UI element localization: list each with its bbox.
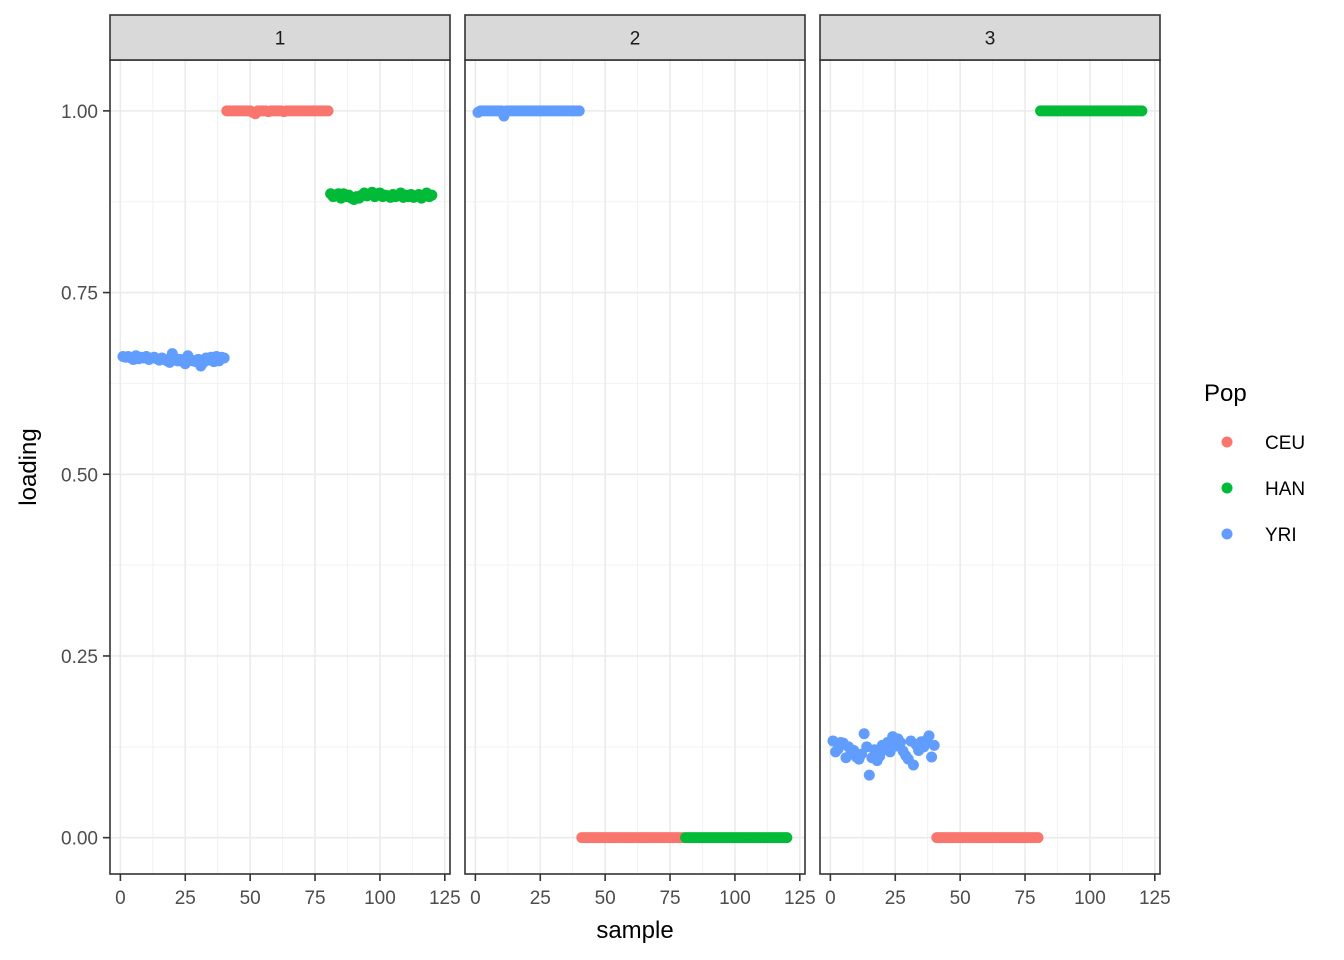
series-ceu: [576, 832, 689, 844]
x-tick-label: 100: [719, 888, 751, 909]
x-tick-label: 75: [1014, 888, 1035, 909]
legend: Pop CEU HAN YRI: [1204, 380, 1305, 546]
facet-strip-label: 2: [630, 29, 641, 50]
series-han: [1035, 105, 1148, 117]
y-axis: 0.00 0.25 0.50 0.75 1.00: [61, 102, 110, 850]
facet-panel-3: 3 0 25 50 75 100 125: [819, 14, 1171, 909]
y-axis-title: loading: [15, 428, 42, 505]
x-tick-label: 25: [885, 888, 906, 909]
y-tick-label: 1.00: [61, 102, 98, 123]
data-point: [1032, 832, 1044, 844]
legend-entry-ceu: CEU: [1221, 433, 1305, 454]
x-tick-label: 125: [429, 888, 461, 909]
x-tick-label: 0: [470, 888, 481, 909]
x-tick-label: 0: [825, 888, 836, 909]
facet-panel-1: 1 0 25 50 75 100 125: [109, 14, 461, 909]
legend-key: [1221, 528, 1233, 540]
x-tick-label: 100: [1074, 888, 1106, 909]
data-point: [926, 751, 938, 763]
facet-strip: [109, 14, 451, 61]
data-point: [1136, 105, 1148, 117]
facet-strip-label: 3: [985, 29, 996, 50]
y-tick-label: 0.50: [61, 465, 98, 486]
legend-label: HAN: [1265, 479, 1305, 500]
x-tick-label: 50: [240, 888, 261, 909]
x-tick-label: 50: [950, 888, 971, 909]
legend-label: CEU: [1265, 433, 1305, 454]
series-yri: [117, 348, 230, 372]
series-yri: [472, 105, 585, 122]
x-tick-label: 25: [530, 888, 551, 909]
legend-entry-han: HAN: [1221, 479, 1305, 500]
facet-strip: [819, 14, 1161, 61]
x-tick-label: 100: [364, 888, 396, 909]
panel-background: [110, 60, 450, 874]
x-tick-label: 125: [1139, 888, 1171, 909]
data-point: [573, 105, 585, 117]
x-tick-label: 125: [784, 888, 816, 909]
series-ceu: [931, 832, 1044, 844]
x-tick-label: 50: [595, 888, 616, 909]
x-tick-label: 25: [175, 888, 196, 909]
data-point: [426, 189, 438, 201]
legend-entry-yri: YRI: [1221, 525, 1297, 546]
data-point: [322, 105, 334, 117]
series-han: [680, 832, 793, 844]
data-point: [923, 730, 935, 742]
data-point: [894, 736, 906, 748]
data-point: [907, 759, 919, 771]
series-han: [325, 186, 438, 206]
x-tick-label: 75: [659, 888, 680, 909]
data-point: [863, 769, 875, 781]
facet-panel-2: 2 0 25 50 75 100 125: [464, 14, 816, 909]
x-tick-label: 75: [304, 888, 325, 909]
x-axis-title: sample: [596, 917, 673, 944]
data-point: [858, 728, 870, 740]
legend-key: [1221, 482, 1233, 494]
data-point: [928, 739, 940, 751]
legend-key: [1221, 436, 1233, 448]
series-ceu: [221, 105, 334, 120]
facet-strip: [464, 14, 806, 61]
y-tick-label: 0.00: [61, 829, 98, 850]
panel-background: [820, 60, 1160, 874]
panel-background: [465, 60, 805, 874]
facet-strip-label: 1: [275, 29, 286, 50]
y-tick-label: 0.75: [61, 284, 98, 305]
y-tick-label: 0.25: [61, 647, 98, 668]
x-tick-label: 0: [115, 888, 126, 909]
data-point: [781, 832, 793, 844]
legend-label: YRI: [1265, 525, 1297, 546]
series-yri: [827, 728, 940, 781]
data-point: [218, 352, 230, 364]
legend-title: Pop: [1204, 380, 1247, 407]
